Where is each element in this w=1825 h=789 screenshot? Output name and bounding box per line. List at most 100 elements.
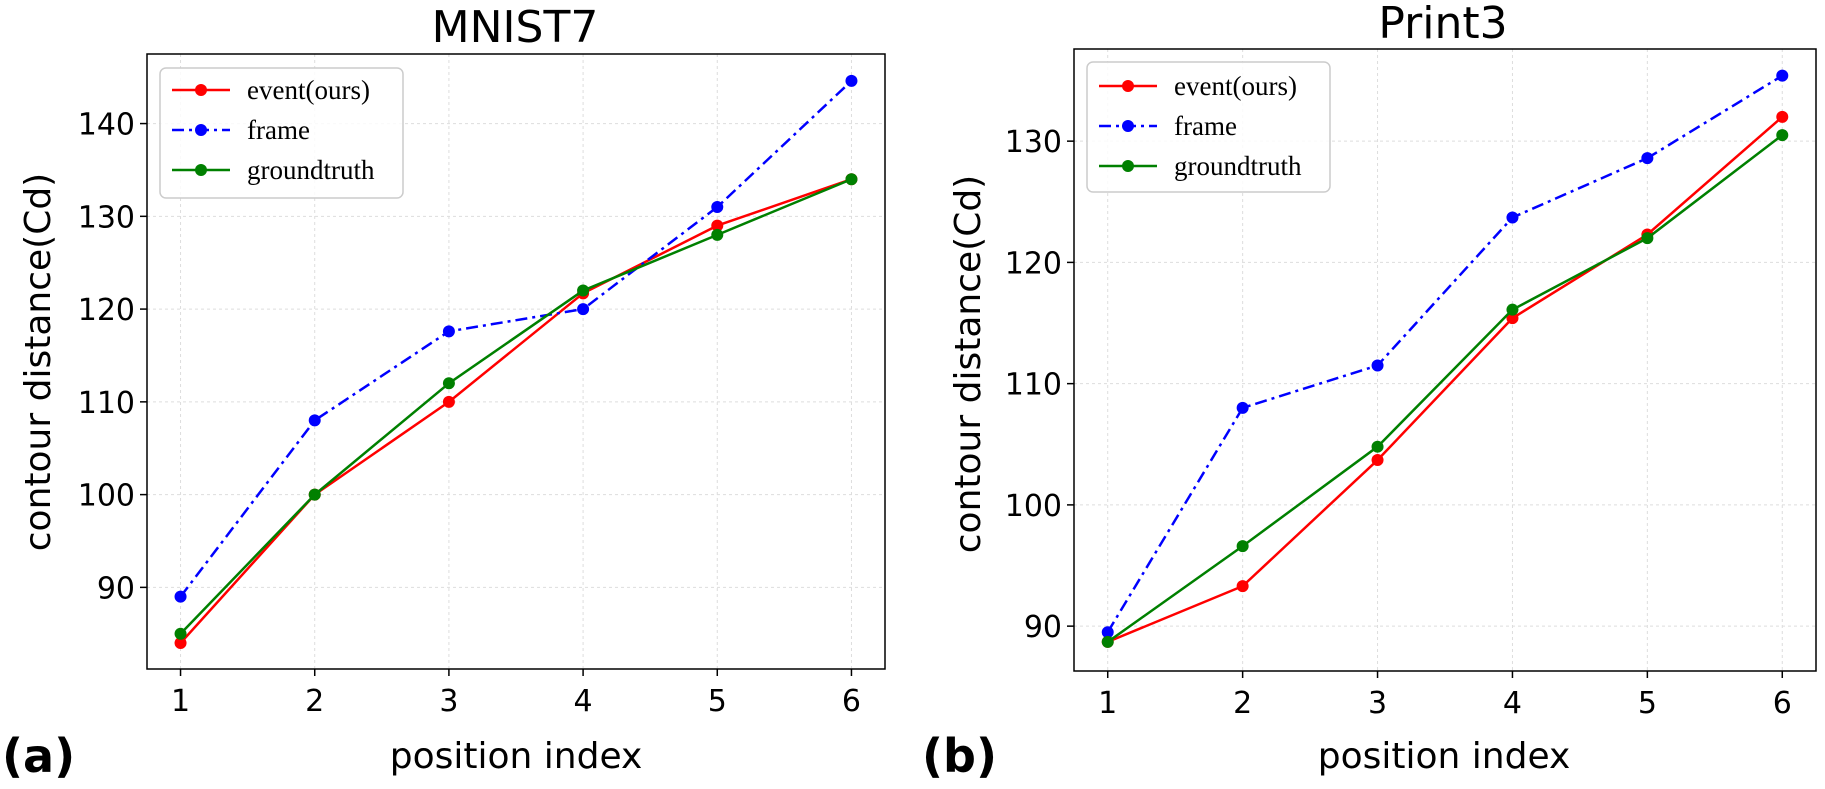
y-tick-label: 110 (1005, 368, 1062, 403)
y-axis-label: contour distance(Cd) (18, 173, 59, 551)
legend-marker-frame (1122, 120, 1134, 132)
data-point-event-ours (174, 637, 187, 650)
panel-label: (b) (922, 729, 997, 783)
data-point-frame (1641, 152, 1654, 165)
data-point-frame (1506, 211, 1519, 224)
series-line-frame (1106, 74, 1783, 633)
data-point-groundtruth (1371, 440, 1384, 453)
legend: event(ours) frame groundtruth (159, 67, 404, 199)
legend-label-event: event(ours) (1174, 71, 1297, 101)
data-point-groundtruth (845, 173, 858, 186)
y-tick-label: 130 (1005, 125, 1062, 160)
series-lines (1101, 69, 1789, 648)
series-lines (174, 74, 858, 650)
y-tick-label: 90 (97, 571, 135, 606)
legend-entry-event: event(ours) (1099, 71, 1297, 101)
data-point-frame (308, 414, 321, 427)
data-point-groundtruth (1101, 635, 1114, 648)
grid (147, 54, 885, 669)
y-tick-label: 130 (78, 200, 135, 235)
x-tick-label: 6 (1773, 686, 1792, 721)
y-axis-ticks: 90 100 110 120 130 (1005, 125, 1074, 645)
y-tick-label: 110 (78, 386, 135, 421)
data-point-frame (1776, 69, 1789, 82)
x-tick-label: 6 (842, 684, 861, 719)
legend-box (159, 67, 404, 199)
x-axis-label: position index (1318, 736, 1571, 777)
series-line-groundtruth (1107, 134, 1784, 643)
y-tick-label: 120 (78, 293, 135, 328)
legend-marker-event (1122, 80, 1134, 92)
data-point-groundtruth (308, 488, 321, 501)
series-line-groundtruth (179, 178, 852, 635)
legend-marker-event (195, 84, 207, 96)
legend-marker-groundtruth (195, 164, 207, 176)
chart-panel-mnist7: MNIST7 1 2 3 4 5 6 90 100 110 120 130 140 position… (2, 2, 886, 783)
x-tick-label: 2 (305, 684, 324, 719)
data-point-event-ours (711, 219, 724, 232)
legend-label-groundtruth: groundtruth (1174, 151, 1302, 181)
data-point-frame (711, 201, 724, 214)
data-point-groundtruth (711, 228, 724, 241)
data-point-frame (174, 590, 187, 603)
plot-frame (146, 53, 886, 670)
legend: event(ours) frame groundtruth (1086, 61, 1331, 193)
series-line-frame (179, 79, 853, 598)
legend-entry-groundtruth: groundtruth (1099, 151, 1302, 181)
x-tick-label: 1 (1098, 686, 1117, 721)
legend-entry-frame: frame (172, 115, 310, 145)
x-tick-label: 4 (1503, 686, 1522, 721)
legend-label-frame: frame (1174, 111, 1237, 141)
x-axis-ticks: 1 2 3 4 5 6 (1098, 671, 1792, 721)
legend-entry-groundtruth: groundtruth (172, 155, 375, 185)
data-point-frame (845, 74, 858, 87)
data-point-frame (1236, 401, 1249, 414)
x-tick-label: 1 (171, 684, 190, 719)
data-point-frame (1371, 359, 1384, 372)
y-tick-label: 100 (1005, 489, 1062, 524)
x-tick-label: 3 (439, 684, 458, 719)
data-point-groundtruth (1776, 129, 1789, 142)
chart-title: MNIST7 (432, 2, 599, 53)
legend-label-groundtruth: groundtruth (247, 155, 375, 185)
legend-label-frame: frame (247, 115, 310, 145)
data-point-event-ours (442, 395, 455, 408)
series-line-event-ours (1107, 115, 1784, 644)
data-point-groundtruth (442, 377, 455, 390)
data-point-frame (442, 325, 455, 338)
legend-entry-frame: frame (1099, 111, 1237, 141)
data-point-frame (1101, 626, 1114, 639)
data-point-event-ours (1371, 454, 1384, 467)
data-point-frame (577, 303, 590, 316)
y-tick-label: 90 (1024, 610, 1062, 645)
x-tick-label: 5 (708, 684, 727, 719)
x-tick-label: 2 (1233, 686, 1252, 721)
y-tick-label: 140 (78, 108, 135, 143)
legend-marker-groundtruth (1122, 160, 1134, 172)
data-point-event-ours (1236, 580, 1249, 593)
x-axis-label: position index (390, 736, 643, 777)
y-tick-label: 120 (1005, 246, 1062, 281)
legend-label-event: event(ours) (247, 75, 370, 105)
data-point-groundtruth (1506, 303, 1519, 316)
y-axis-label: contour distance(Cd) (948, 175, 989, 553)
data-point-groundtruth (1236, 540, 1249, 553)
legend-box (1086, 61, 1331, 193)
chart-title: Print3 (1378, 0, 1507, 49)
plot-frame (1073, 48, 1817, 672)
data-point-event-ours (1506, 312, 1519, 325)
data-point-groundtruth (577, 284, 590, 297)
legend-marker-frame (195, 124, 207, 136)
panel-label: (a) (2, 729, 75, 783)
x-tick-label: 3 (1368, 686, 1387, 721)
x-axis-ticks: 1 2 3 4 5 6 (171, 669, 861, 719)
data-point-event-ours (1776, 110, 1789, 123)
legend-entry-event: event(ours) (172, 75, 370, 105)
data-point-groundtruth (174, 627, 187, 640)
data-point-groundtruth (1641, 232, 1654, 245)
chart-panel-print3: Print3 1 2 3 4 5 6 90 100 110 120 130 position in… (922, 0, 1817, 783)
x-tick-label: 5 (1638, 686, 1657, 721)
y-axis-ticks: 90 100 110 120 130 140 (78, 108, 147, 606)
y-tick-label: 100 (78, 479, 135, 514)
